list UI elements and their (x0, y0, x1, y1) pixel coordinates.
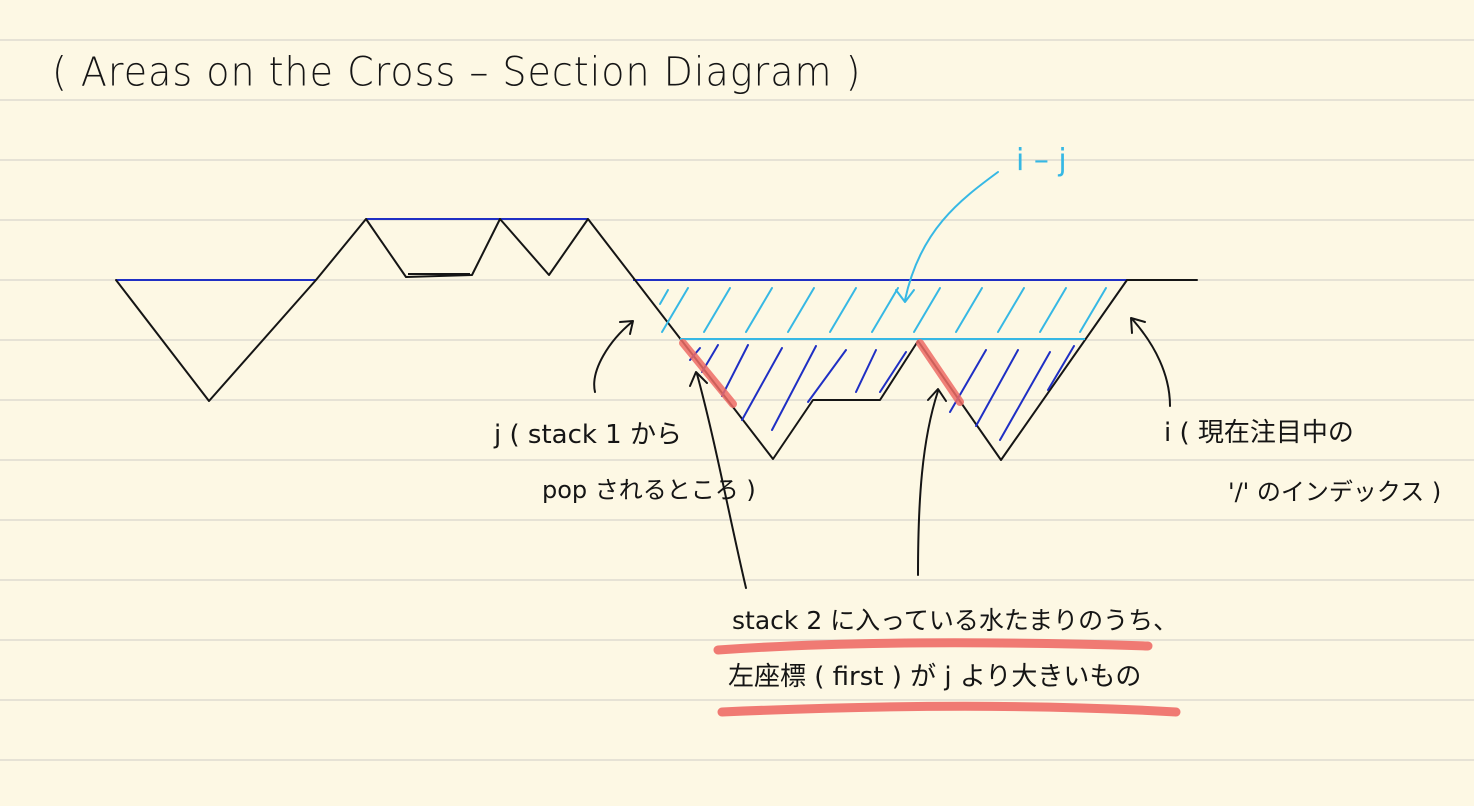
note-underline-1 (713, 638, 1153, 655)
arrow-i (1132, 319, 1171, 407)
arrow-i-minus-j (904, 171, 999, 301)
hatch-stroke (721, 344, 749, 397)
arrow-note-right (917, 390, 939, 576)
arrow-note-left (696, 373, 747, 589)
arrowhead-note-left (689, 371, 708, 387)
hatch-stroke (949, 349, 987, 413)
hatch-stroke (787, 287, 815, 333)
hatch-stroke (703, 287, 731, 333)
hatch-stroke (955, 287, 983, 333)
arrowhead-i (1130, 317, 1146, 334)
hatch-stroke (1039, 287, 1067, 333)
hatch-upper-band (659, 287, 1107, 333)
highlight-slope-right (916, 339, 964, 406)
hatch-stroke (871, 287, 899, 333)
note-underline-2 (717, 701, 1181, 717)
arrowhead-note-right (927, 388, 947, 402)
hatch-stroke (659, 289, 669, 305)
label-i-line1: i ( 現在注目中の (1164, 418, 1354, 448)
note-line2: 左座標 ( first ) が j より大きいもの (728, 662, 1142, 692)
hatch-stroke (999, 351, 1051, 441)
hatch-stroke (997, 287, 1025, 333)
label-i-minus-j: i – j (1016, 143, 1067, 178)
hatch-stroke (829, 287, 857, 333)
highlight-slope-left (679, 339, 737, 408)
page-title: ( Areas on the Cross – Section Diagram ) (52, 48, 862, 96)
hatch-stroke (771, 345, 817, 431)
hatch-stroke (741, 347, 783, 421)
hatch-stroke (1047, 345, 1075, 391)
hatch-stroke (913, 287, 941, 333)
hatch-stroke (855, 349, 877, 393)
hatch-stroke (807, 349, 847, 403)
hatch-stroke (745, 287, 773, 333)
hatch-stroke (661, 287, 689, 333)
hatch-lower-pools (689, 344, 1075, 441)
label-j-line2: pop されるところ ) (542, 476, 756, 504)
label-i-line2: '/' のインデックス ) (1228, 478, 1442, 506)
hatch-stroke (1079, 287, 1107, 333)
arrow-j (593, 321, 633, 393)
water-levels (116, 218, 1127, 281)
hatch-stroke (975, 349, 1019, 427)
arrowhead-i-minus-j (895, 289, 915, 303)
label-j-line1: j ( stack 1 から (494, 420, 682, 450)
note-line1: stack 2 に入っている水たまりのうち、 (732, 606, 1179, 635)
hatch-stroke (879, 351, 907, 393)
arrowhead-j (619, 320, 634, 335)
